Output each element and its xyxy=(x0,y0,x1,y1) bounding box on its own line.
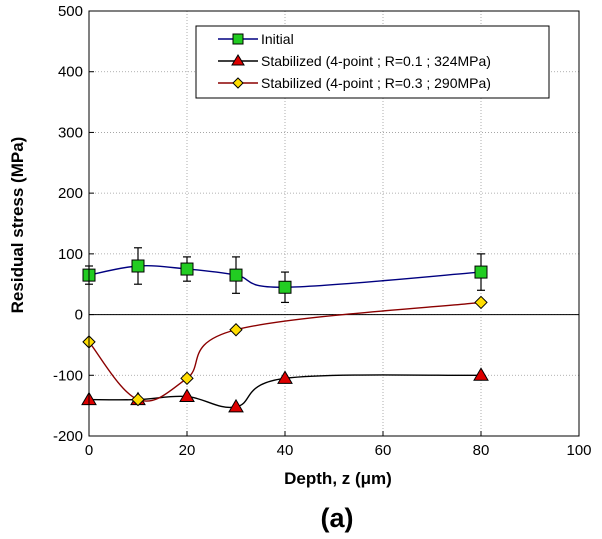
data-point-diamond xyxy=(180,371,194,386)
legend-box xyxy=(195,25,550,99)
x-tick-label: 60 xyxy=(375,442,392,459)
x-tick-label: 80 xyxy=(473,442,490,459)
data-point-triangle xyxy=(179,388,195,403)
axis-ticks: 0 20 40 60 80 100 -200 -100 0 100 200 300 400 500 xyxy=(53,3,592,459)
data-point-triangle xyxy=(473,367,489,381)
data-point-square xyxy=(278,280,292,294)
series-2 xyxy=(81,367,489,413)
y-tick-label: 100 xyxy=(58,246,83,263)
x-tick-label: 20 xyxy=(179,442,196,459)
y-tick-label: -100 xyxy=(53,367,83,384)
series-line xyxy=(88,301,482,402)
legend-label: Stabilized (4-point ; R=0.3 ; 290MPa) xyxy=(261,75,491,91)
y-tick-label: 0 xyxy=(75,307,83,324)
data-point-square xyxy=(229,268,243,282)
data-point-square xyxy=(131,259,145,273)
y-tick-label: 200 xyxy=(58,185,83,202)
x-tick-label: 40 xyxy=(277,442,294,459)
data-point-triangle xyxy=(277,370,293,384)
legend-label: Initial xyxy=(261,31,294,47)
data-point-square xyxy=(232,33,244,45)
legend: Initial Stabilized (4-point ; R=0.1 ; 324… xyxy=(195,25,550,99)
data-point-diamond xyxy=(229,323,243,337)
y-tick-label: 300 xyxy=(58,124,83,141)
series-layer xyxy=(81,247,489,413)
legend-entry: Stabilized (4-point ; R=0.1 ; 324MPa) xyxy=(218,53,491,69)
x-tick-label: 100 xyxy=(566,442,591,459)
panel-label: (a) xyxy=(321,503,354,533)
x-tick-label: 0 xyxy=(85,442,93,459)
legend-label: Stabilized (4-point ; R=0.1 ; 324MPa) xyxy=(261,53,491,69)
data-point-triangle xyxy=(231,54,245,66)
data-point-triangle xyxy=(228,398,244,413)
data-point-diamond xyxy=(131,392,145,407)
legend-entry: Initial xyxy=(218,31,294,47)
data-point-diamond xyxy=(232,77,244,89)
data-point-square xyxy=(474,265,488,279)
series-1 xyxy=(82,247,488,304)
series-3 xyxy=(82,295,488,407)
y-tick-label: 500 xyxy=(58,3,83,20)
legend-entry: Stabilized (4-point ; R=0.3 ; 290MPa) xyxy=(218,75,491,91)
data-point-diamond xyxy=(474,295,488,310)
x-axis-title: Depth, z (μm) xyxy=(284,469,392,488)
y-axis-title: Residual stress (MPa) xyxy=(8,137,27,314)
data-point-square xyxy=(180,262,194,276)
y-tick-label: 400 xyxy=(58,64,83,81)
y-tick-label: -200 xyxy=(53,428,83,445)
plot-frame xyxy=(88,10,580,437)
